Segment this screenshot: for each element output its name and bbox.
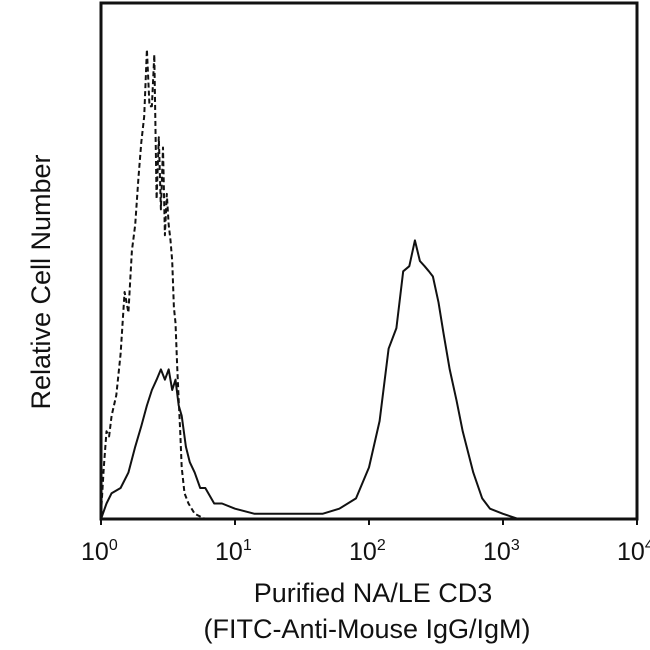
x-tick-label: 101 (215, 537, 252, 566)
x-tick-label: 100 (81, 537, 118, 566)
series-line-dashed (100, 48, 206, 520)
x-tick-label-exponent: 2 (377, 537, 386, 554)
series-layer (100, 48, 519, 520)
x-tick-label-base: 10 (81, 538, 109, 566)
x-axis-label-line-2: (FITC-Anti-Mouse IgG/IgM) (203, 614, 530, 644)
x-tick-label-exponent: 1 (243, 537, 252, 554)
series-line-solid (100, 239, 519, 520)
x-tick-label-base: 10 (617, 538, 645, 566)
x-tick-label-exponent: 0 (109, 537, 118, 554)
x-tick-label-base: 10 (215, 538, 243, 566)
x-tick-label-exponent: 3 (511, 537, 520, 554)
x-tick-label: 104 (617, 537, 650, 566)
x-tick-label-exponent: 4 (645, 537, 650, 554)
x-tick-label-base: 10 (349, 538, 377, 566)
x-tick-label-base: 10 (483, 538, 511, 566)
x-axis-label-line-1: Purified NA/LE CD3 (254, 578, 493, 608)
x-tick-layer: 100 101 102 103 104 (81, 519, 650, 566)
x-tick-label: 102 (349, 537, 386, 566)
y-axis-label: Relative Cell Number (26, 154, 56, 409)
x-tick-label: 103 (483, 537, 520, 566)
